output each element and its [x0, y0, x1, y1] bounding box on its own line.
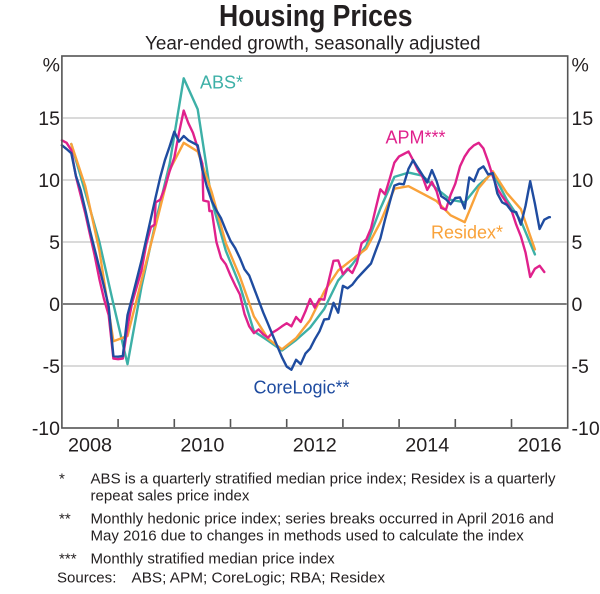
svg-text:Monthly hedonic price index; s: Monthly hedonic price index; series brea… — [91, 511, 554, 528]
svg-text:***: *** — [59, 551, 77, 568]
svg-text:0: 0 — [572, 294, 583, 316]
svg-text:-5: -5 — [572, 356, 589, 378]
svg-text:5: 5 — [49, 232, 60, 254]
svg-text:10: 10 — [572, 170, 594, 192]
svg-text:5: 5 — [572, 232, 583, 254]
svg-text:%: % — [572, 54, 589, 76]
svg-text:Residex*: Residex* — [431, 223, 503, 243]
svg-text:May 2016 due to changes in met: May 2016 due to changes in methods used … — [91, 528, 525, 545]
svg-text:0: 0 — [49, 294, 60, 316]
svg-text:**: ** — [59, 511, 71, 528]
svg-text:ABS*: ABS* — [200, 72, 243, 92]
svg-text:repeat sales price index: repeat sales price index — [91, 488, 250, 505]
svg-text:-5: -5 — [43, 356, 60, 378]
svg-text:Sources:: Sources: — [57, 570, 116, 587]
svg-text:2016: 2016 — [518, 435, 562, 457]
svg-text:%: % — [43, 54, 60, 76]
svg-text:2010: 2010 — [180, 435, 224, 457]
svg-text:Housing Prices: Housing Prices — [219, 0, 413, 33]
svg-text:2008: 2008 — [68, 435, 112, 457]
svg-text:ABS; APM; CoreLogic; RBA; Resi: ABS; APM; CoreLogic; RBA; Residex — [132, 570, 386, 587]
svg-text:15: 15 — [572, 108, 594, 130]
svg-text:*: * — [59, 471, 65, 488]
svg-text:Year-ended growth, seasonally: Year-ended growth, seasonally adjusted — [145, 32, 481, 54]
svg-text:2012: 2012 — [293, 435, 337, 457]
svg-text:-10: -10 — [32, 418, 60, 440]
svg-text:ABS is a quarterly stratified: ABS is a quarterly stratified median pri… — [91, 471, 556, 488]
svg-text:APM***: APM*** — [386, 128, 446, 148]
svg-text:Monthly stratified median pric: Monthly stratified median price index — [91, 551, 336, 568]
svg-text:10: 10 — [38, 170, 60, 192]
svg-text:15: 15 — [38, 108, 60, 130]
svg-text:CoreLogic**: CoreLogic** — [254, 378, 350, 398]
svg-text:2014: 2014 — [405, 435, 449, 457]
svg-text:-10: -10 — [572, 418, 600, 440]
